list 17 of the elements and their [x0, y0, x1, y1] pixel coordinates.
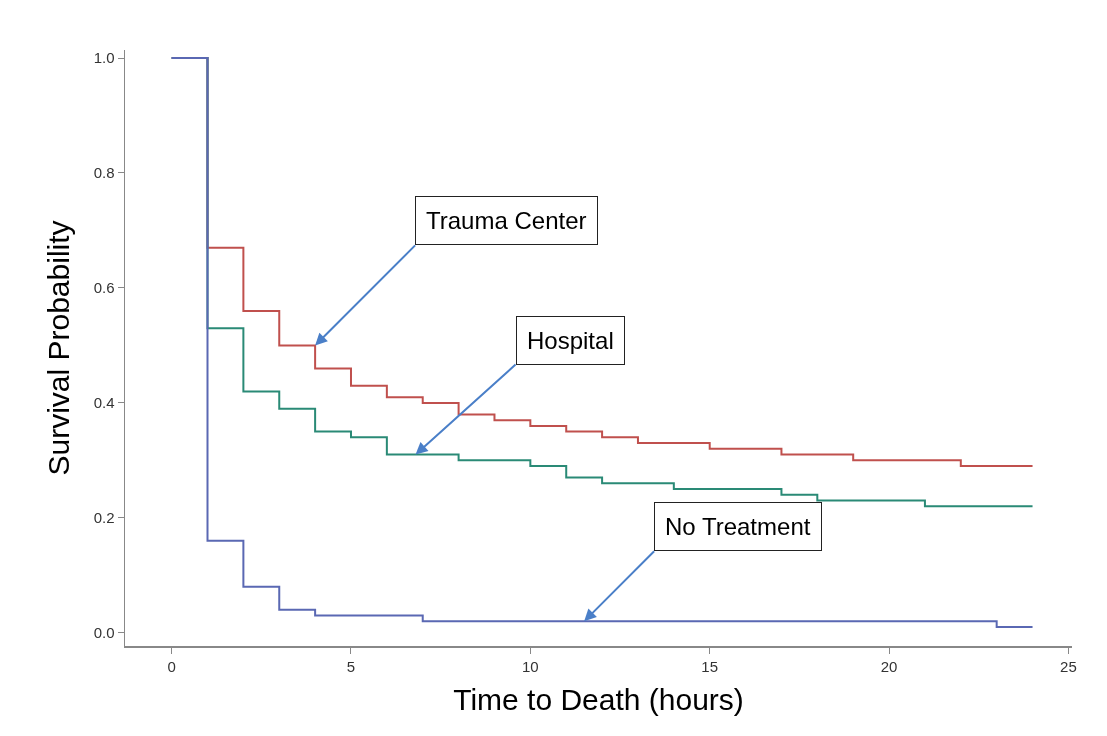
annotation: No Treatment — [665, 513, 811, 540]
y-tick-label: 0.8 — [93, 164, 115, 182]
x-tick-label: 5 — [346, 657, 356, 675]
y-tick-label: 1.0 — [93, 49, 115, 67]
x-tick-label: 0 — [167, 657, 176, 675]
y-tick-label: 0.2 — [93, 509, 115, 527]
y-tick-label: 0.4 — [93, 394, 115, 412]
y-tick-label: 0.6 — [93, 279, 115, 297]
x-tick-label: 10 — [522, 657, 539, 675]
x-tick-label: 20 — [880, 657, 898, 675]
y-axis-title: Survival Probability — [41, 220, 75, 476]
x-tick-label: 15 — [701, 657, 719, 675]
annotation: Trauma Center — [426, 207, 587, 234]
x-axis-title: Time to Death (hours) — [453, 682, 744, 716]
x-tick-label: 25 — [1060, 657, 1077, 675]
annotation: Hospital — [527, 327, 614, 354]
y-tick-label: 0.0 — [93, 624, 115, 642]
